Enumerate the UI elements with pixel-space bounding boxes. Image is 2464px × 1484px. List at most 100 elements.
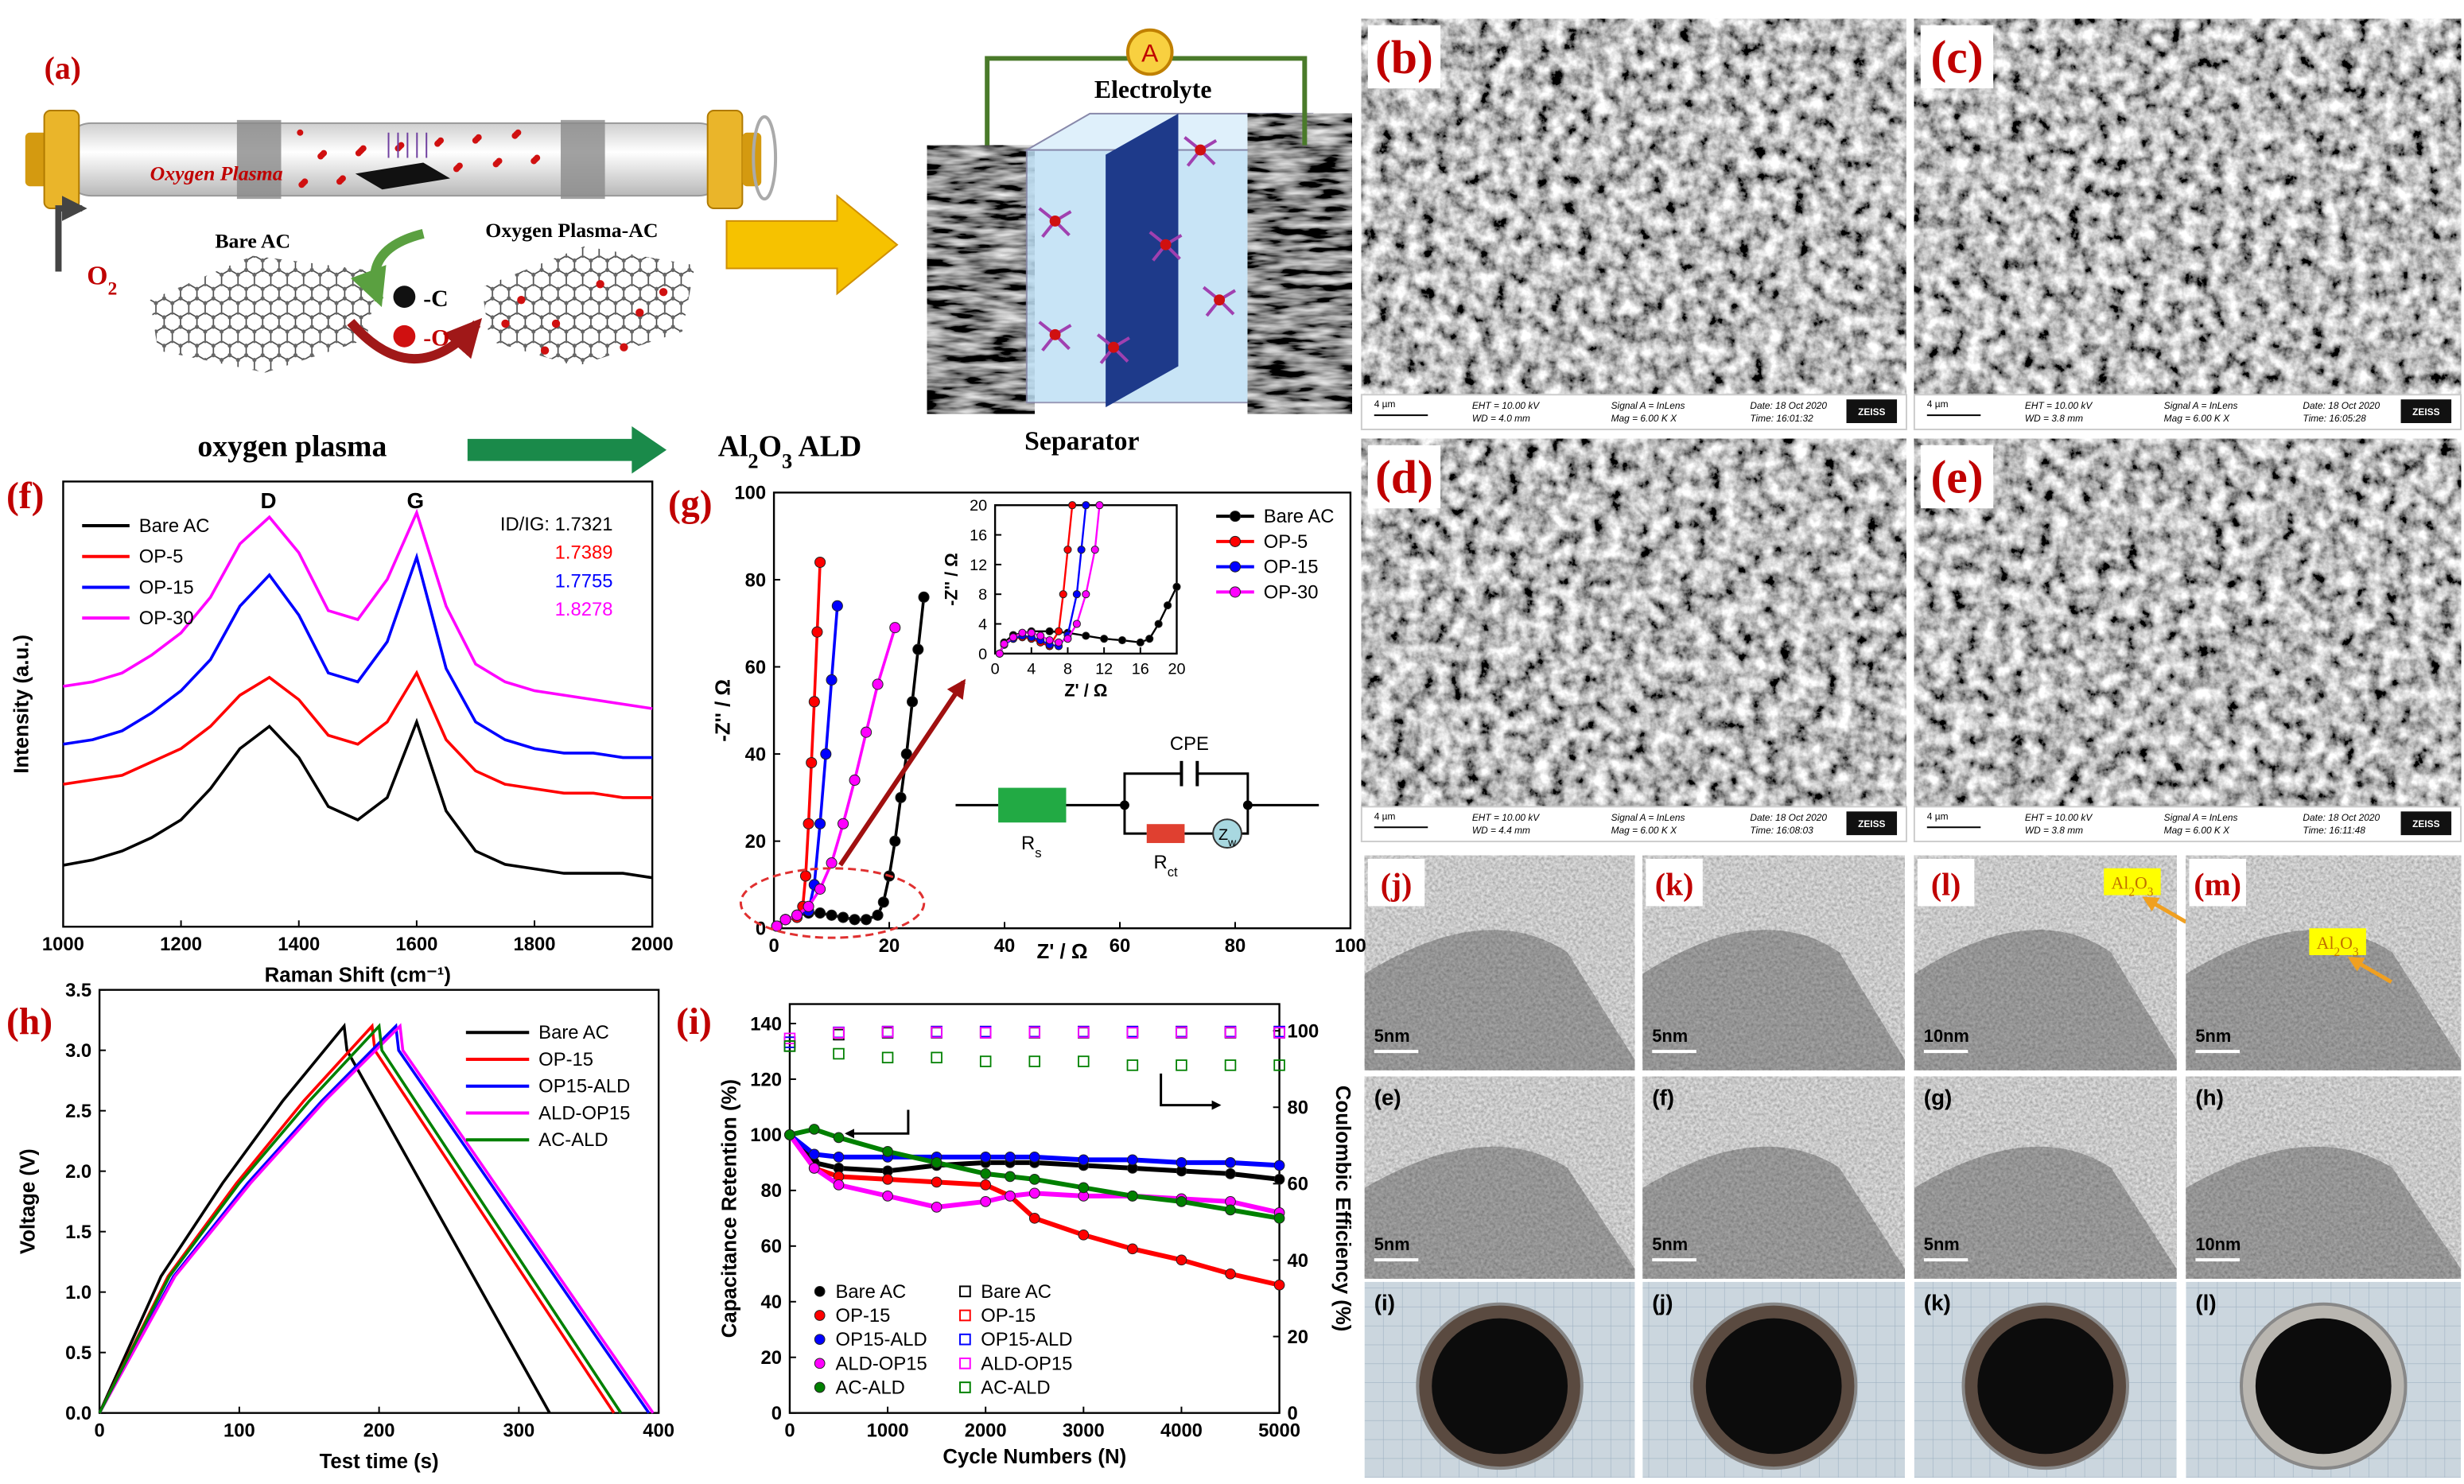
tem-texture: [1914, 1076, 2177, 1279]
brand: ZEISS: [2412, 818, 2439, 829]
tem-image: (j) 5nm: [1364, 855, 1635, 1070]
electrode: [927, 145, 1035, 414]
gas-arrow: [55, 196, 87, 272]
data-marker: [1164, 601, 1172, 610]
tem-image: (e) 5nm: [1364, 1076, 1635, 1279]
data-marker: [849, 774, 861, 787]
annotation: 1.7755: [555, 570, 613, 592]
tem-image: (k) 5nm: [1642, 855, 1905, 1070]
step-label-part: 3: [782, 449, 792, 473]
sem-info-bar: [1913, 394, 2462, 430]
sem-info: WD = 4.4 mm: [1472, 825, 1530, 836]
y2-tick-label: 60: [1288, 1174, 1309, 1195]
plasma-dot: [339, 175, 346, 182]
data-marker: [1063, 546, 1072, 554]
oxygen-atom: [635, 308, 644, 317]
sem-image: 4 µm EHT = 10.00 kV WD = 3.8 mm Signal A = …: [1913, 18, 2462, 430]
panel-label: (k): [1924, 1291, 1951, 1315]
sem-texture: [1361, 18, 1906, 429]
legend-label: AC-ALD: [981, 1377, 1050, 1398]
marker-label-part: Al: [2112, 874, 2129, 893]
data-marker: [1063, 635, 1072, 643]
y2-axis-title: Coulombic Efficiency (%): [1331, 1086, 1354, 1332]
coin-electrode: [1977, 1318, 2114, 1455]
data-marker: [1028, 1174, 1040, 1185]
ion: [1108, 341, 1120, 353]
marker-arrow: [2142, 896, 2187, 924]
data-marker: [1082, 501, 1090, 510]
sem-texture: [1914, 438, 2462, 842]
data-marker: [1028, 1187, 1040, 1199]
panel-label: (i): [1374, 1291, 1395, 1315]
plasma-dot: [515, 129, 522, 136]
label-box: [1367, 25, 1441, 89]
x-tick-label: 16: [1132, 661, 1149, 678]
graphene: [481, 246, 695, 367]
data-marker: [806, 756, 818, 769]
zoom-region: [739, 867, 926, 939]
data-marker: [1059, 590, 1067, 599]
data-marker: [861, 726, 873, 738]
sem-info: WD = 3.8 mm: [2025, 413, 2083, 424]
big-arrow: [725, 194, 899, 296]
graphene: [150, 255, 379, 373]
sem-info: Signal A = InLens: [1611, 812, 1685, 823]
scale-label: 5nm: [1374, 1026, 1410, 1046]
nyquist-inset: 0 4 8 12 16 20 0 4 8 12 16 20 Z' / Ω -Z'' / Ω: [941, 497, 1185, 700]
sem-texture: [1914, 18, 2462, 429]
legend-label: Bare AC: [1264, 506, 1335, 527]
marker-label: Al2O3: [2317, 934, 2359, 958]
y-tick-label: 140: [750, 1013, 782, 1035]
y2-tick-label: 40: [1288, 1250, 1309, 1272]
data-marker: [1090, 546, 1099, 554]
tube-text: Oxygen Plasma: [150, 161, 283, 185]
legend-label: Bare AC: [836, 1281, 907, 1303]
oxygen-atom: [596, 280, 604, 289]
ion: [1049, 328, 1061, 340]
plasma-dot: [437, 137, 445, 144]
scale-label: 5nm: [1374, 1234, 1410, 1254]
tube-cap: [742, 132, 762, 187]
data-marker: [1028, 1055, 1041, 1067]
panel-label: (h): [6, 1001, 52, 1043]
plasma-dot: [475, 134, 482, 141]
data-marker: [1072, 620, 1081, 628]
sem-info: Mag = 6.00 K X: [2164, 413, 2230, 424]
plasma-dot: [534, 154, 541, 161]
circuit-label: Rs: [1021, 833, 1042, 860]
marker-label-part: 2: [2334, 946, 2341, 959]
data-marker: [1078, 1182, 1090, 1194]
series-line: [63, 717, 653, 880]
sem-info: Time: 16:08:03: [1750, 825, 1813, 836]
tem-texture: [1642, 1076, 1905, 1279]
panel-label: (e): [1930, 450, 1983, 503]
coin-electrode: [1432, 1318, 1568, 1455]
data-marker: [771, 920, 783, 932]
data-marker: [872, 678, 884, 690]
x-tick-label: 1200: [160, 934, 202, 955]
x-tick-label: 12: [1095, 661, 1113, 678]
y-tick-label: 100: [750, 1125, 782, 1146]
data-marker: [1100, 635, 1109, 643]
ion: [1049, 215, 1061, 227]
data-marker: [1225, 1157, 1236, 1168]
data-marker: [814, 907, 826, 919]
x-tick-label: 5000: [1258, 1420, 1300, 1441]
panel-label: (d): [1375, 450, 1433, 503]
plot-frame: [788, 1003, 1281, 1414]
x-axis-title: Raman Shift (cm⁻¹): [265, 965, 451, 987]
y2-tick-label: 80: [1288, 1097, 1309, 1119]
data-marker: [1036, 631, 1045, 640]
scale-label: 5nm: [1652, 1026, 1688, 1046]
tem-particle: [2186, 1146, 2462, 1279]
sem-info: Time: 16:11:48: [2303, 825, 2365, 836]
panel-label: (g): [1924, 1086, 1952, 1110]
data-marker: [1127, 1243, 1138, 1255]
circuit-wire: [955, 772, 1319, 835]
oxygen-key: [393, 324, 416, 348]
sample: [355, 162, 450, 190]
y2-tick-label: 20: [1288, 1327, 1309, 1348]
data-marker: [1225, 1168, 1236, 1179]
circuit-label-part: Z: [1218, 826, 1228, 844]
